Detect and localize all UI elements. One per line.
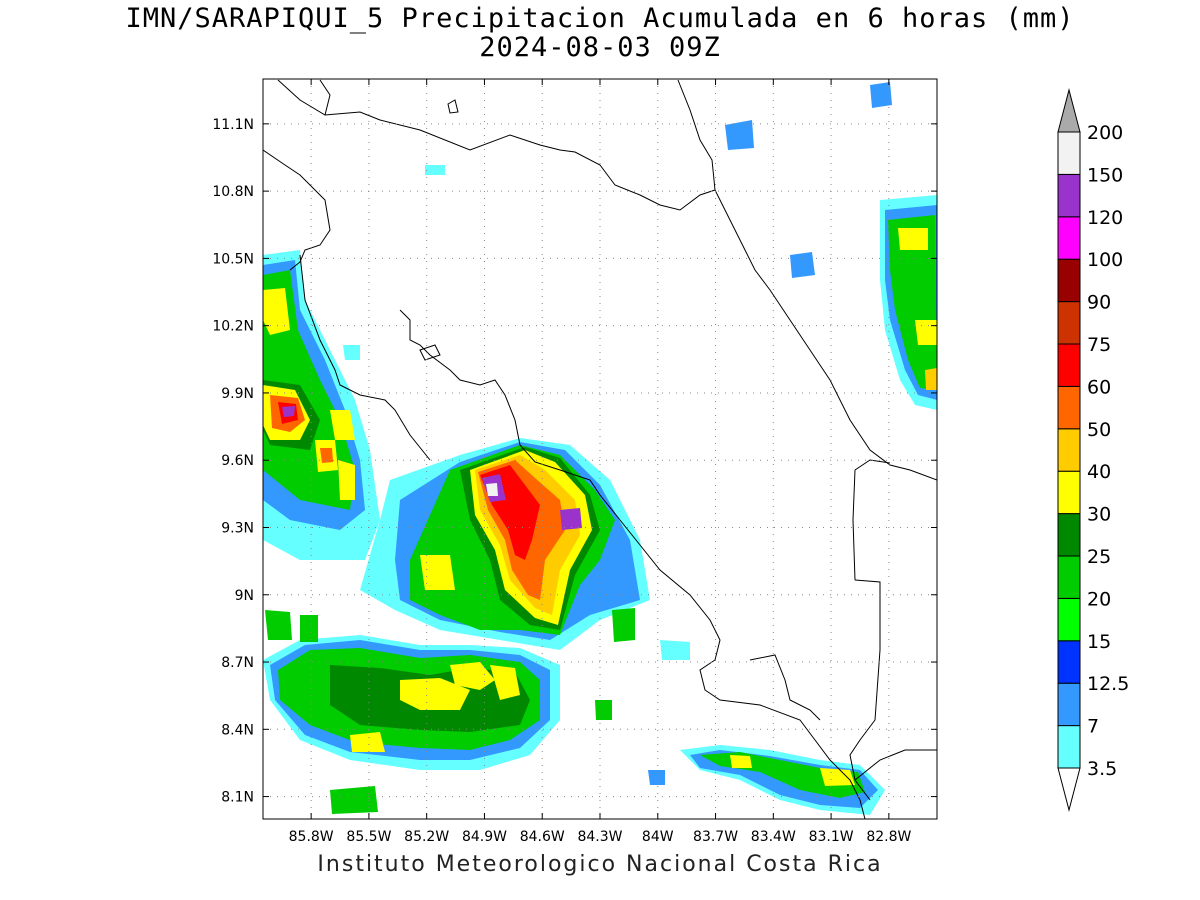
lat-tick-label: 11.1N	[212, 117, 254, 133]
colorbar-label: 120	[1087, 207, 1123, 229]
lat-tick-label: 9.9N	[221, 386, 254, 402]
map-datetime: 2024-08-03 09Z	[479, 32, 721, 63]
precipitation-field	[263, 82, 937, 815]
colorbar-label: 100	[1087, 249, 1123, 271]
lon-tick-label: 85.5W	[346, 829, 391, 845]
colorbar-label: 15	[1087, 631, 1111, 653]
colorbar-swatch	[1057, 173, 1081, 218]
lon-tick-label: 82.8W	[866, 829, 911, 845]
map-title: IMN/SARAPIQUI_5 Precipitacion Acumulada …	[125, 3, 1075, 34]
map-axes: 85.8W 85.5W 85.2W 84.9W 84.6W 84.3W 84W 83.7W 83…	[212, 79, 937, 845]
colorbar-swatch	[1057, 640, 1081, 684]
colorbar-label: 150	[1087, 164, 1123, 186]
colorbar-swatch	[1057, 725, 1081, 769]
colorbar-label: 60	[1087, 376, 1111, 398]
lon-tick-label: 83.4W	[751, 829, 796, 845]
colorbar-swatch	[1057, 301, 1081, 345]
lon-tick-label: 83.7W	[693, 829, 738, 845]
footer-credit: Instituto Meteorologico Nacional Costa R…	[317, 852, 883, 877]
graticule	[263, 79, 937, 819]
lon-tick-label: 84W	[642, 829, 674, 845]
colorbar-swatch	[1057, 216, 1081, 260]
lat-tick-label: 8.7N	[221, 655, 254, 671]
lat-tick-label: 10.8N	[212, 184, 254, 200]
colorbar-label: 3.5	[1087, 758, 1117, 780]
colorbar-over-arrow	[1057, 88, 1081, 133]
colorbar-label: 50	[1087, 419, 1111, 441]
colorbar-swatch	[1057, 513, 1081, 557]
colorbar-swatch	[1057, 385, 1081, 430]
lon-tick-label: 85.2W	[404, 829, 449, 845]
colorbar-swatch	[1057, 131, 1081, 175]
lat-tick-label: 8.1N	[221, 790, 254, 806]
coastlines	[263, 79, 937, 819]
colorbar-swatch	[1057, 555, 1081, 599]
colorbar-label: 75	[1087, 334, 1111, 356]
colorbar-label: 90	[1087, 292, 1111, 314]
colorbar-swatch	[1057, 470, 1081, 515]
colorbar-swatch	[1057, 682, 1081, 727]
lon-tick-label: 83.1W	[809, 829, 854, 845]
lon-tick-label: 84.6W	[520, 829, 565, 845]
colorbar-under-arrow	[1057, 767, 1081, 812]
colorbar-label: 25	[1087, 546, 1111, 568]
colorbar-label: 20	[1087, 588, 1111, 610]
lon-tick-label: 85.8W	[289, 829, 334, 845]
lat-tick-label: 10.5N	[212, 251, 254, 267]
lon-tick-label: 84.9W	[462, 829, 507, 845]
colorbar-label: 30	[1087, 504, 1111, 526]
lat-tick-label: 8.4N	[221, 722, 254, 738]
lat-tick-label: 10.2N	[212, 319, 254, 335]
lat-tick-label: 9N	[235, 588, 254, 604]
colorbar-swatch	[1057, 343, 1081, 387]
colorbar-label: 200	[1087, 122, 1123, 144]
colorbar-swatch	[1057, 428, 1081, 472]
colorbar-label: 12.5	[1087, 673, 1129, 695]
lat-tick-label: 9.3N	[221, 520, 254, 536]
colorbar-label: 7	[1087, 716, 1099, 738]
colorbar-swatch	[1057, 258, 1081, 303]
lat-tick-label: 9.6N	[221, 453, 254, 469]
colorbar-swatch	[1057, 597, 1081, 642]
colorbar: 3.5 7 12.5 15 20 25 30 40 50 60 75 90 100 120 150 200	[1057, 88, 1129, 812]
lon-tick-label: 84.3W	[577, 829, 622, 845]
colorbar-label: 40	[1087, 461, 1111, 483]
